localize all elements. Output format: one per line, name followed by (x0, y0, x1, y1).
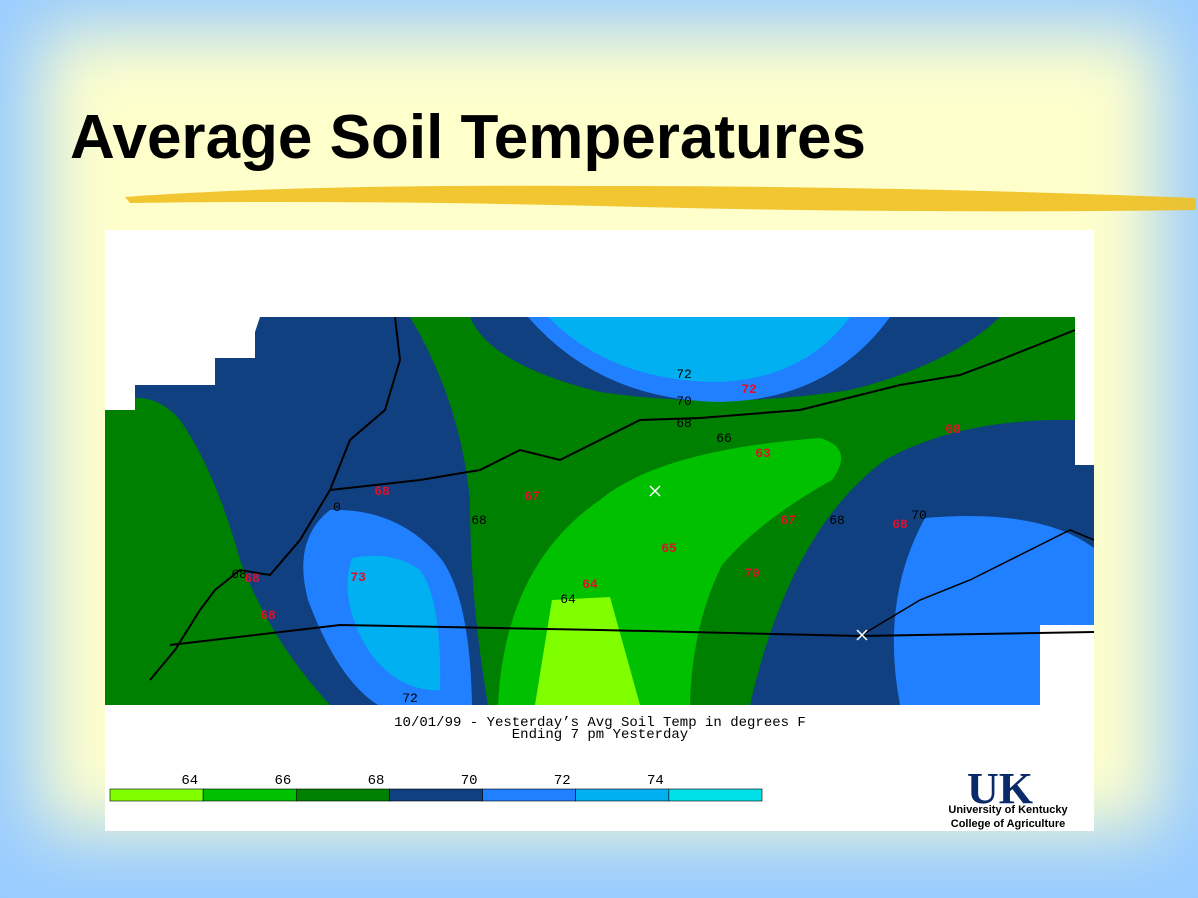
legend-tick-label: 68 (368, 773, 385, 789)
contour-label: 64 (560, 592, 576, 607)
legend-tick-label: 66 (274, 773, 291, 789)
band-74-west (347, 555, 441, 691)
contour-label: 68 (471, 513, 487, 528)
contour-label: 0 (333, 500, 341, 515)
logo-mark: UK (967, 764, 1033, 813)
band-68-west (105, 397, 330, 705)
state-border (859, 529, 1094, 637)
legend: 64 66 68 70 72 74 (109, 773, 763, 802)
legend-swatch (295, 788, 390, 802)
slide-title: Average Soil Temperatures (70, 103, 866, 172)
station-value: 67 (780, 513, 796, 528)
station-value: 68 (244, 571, 260, 586)
contour-label: 68 (829, 513, 845, 528)
logo-line: University of Kentucky (948, 804, 1068, 816)
marker (649, 485, 868, 641)
contour-label: 70 (911, 508, 927, 523)
station-value: 63 (755, 446, 771, 461)
station-value: 65 (661, 541, 677, 556)
river-border (329, 329, 1076, 491)
station-value: 67 (524, 489, 540, 504)
legend-swatch (109, 788, 204, 802)
title-underline (125, 185, 1196, 212)
legend-swatch (202, 788, 297, 802)
contour-label: 72 (676, 367, 692, 382)
legend-swatch (575, 788, 670, 802)
station-value: 68 (945, 422, 961, 437)
station-value: 64 (582, 577, 598, 592)
legend-swatch (668, 788, 763, 802)
station-value: 68 (374, 484, 390, 499)
band-64 (535, 597, 640, 705)
legend-tick-label: 72 (554, 773, 571, 789)
contour-label: 72 (402, 691, 418, 706)
legend-tick-label: 74 (647, 773, 664, 789)
contour-label: 70 (676, 394, 692, 409)
station-value: 70 (744, 566, 760, 581)
no-data-se (1040, 625, 1094, 705)
map-caption: Ending 7 pm Yesterday (512, 727, 688, 743)
legend-swatch (482, 788, 577, 802)
contour-label: 66 (716, 431, 732, 446)
contour-label: 68 (231, 567, 247, 582)
no-data-ne (1075, 317, 1094, 465)
contour-label: 68 (676, 416, 692, 431)
map (105, 317, 1094, 705)
no-data-nw (105, 317, 260, 410)
band-74-north (548, 317, 850, 382)
station-value: 68 (892, 517, 908, 532)
station-value: 73 (350, 570, 366, 585)
river-border (149, 317, 402, 681)
legend-tick-label: 70 (461, 773, 478, 789)
map-caption: 10/01/99 - Yesterday’s Avg Soil Temp in … (394, 715, 806, 731)
state-border (169, 623, 1094, 646)
legend-swatch (389, 788, 483, 802)
station-value: 72 (741, 382, 757, 397)
logo-line: College of Agriculture (951, 818, 1066, 830)
station-value: 68 (260, 608, 276, 623)
legend-tick-label: 64 (181, 773, 198, 789)
